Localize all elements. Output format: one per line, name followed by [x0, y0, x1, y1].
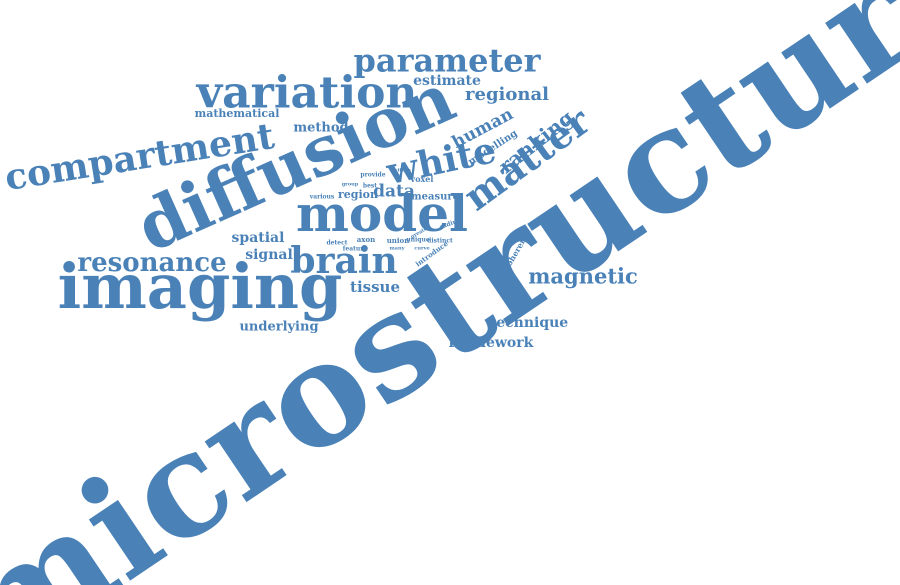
word-magnetic: magnetic	[528, 264, 638, 289]
word-best: best	[363, 183, 377, 190]
word-union: union	[387, 236, 410, 245]
word-technique: technique	[490, 315, 569, 331]
word-unique: unique	[406, 237, 430, 244]
word-provide: provide	[360, 172, 385, 179]
word-various: various	[309, 194, 335, 201]
word-voxel: voxel	[410, 174, 434, 184]
word-underlying: underlying	[239, 320, 318, 335]
word-curve: curve	[414, 246, 429, 252]
word-axon: axon	[357, 235, 375, 244]
word-parameter: parameter	[354, 42, 542, 80]
word-estimate: estimate	[413, 73, 481, 89]
word-mathematical: mathematical	[195, 107, 280, 120]
word-many: many	[389, 246, 405, 252]
word-brain: brain	[290, 240, 397, 282]
word-model: model	[296, 184, 468, 243]
word-spatial: spatial	[232, 230, 285, 246]
word-framework: framework	[449, 335, 534, 351]
word-measure: measure	[411, 192, 459, 203]
word-within: within	[392, 168, 411, 174]
word-region: region	[338, 188, 378, 201]
word-signal: signal	[245, 247, 293, 263]
word-distinct: distinct	[427, 238, 453, 245]
word-data: data	[373, 182, 415, 202]
word-method: method	[293, 121, 348, 136]
word-tissue: tissue	[350, 278, 400, 296]
word-feature: feature	[343, 246, 368, 253]
word-resonance: resonance	[77, 248, 226, 278]
word-regional: regional	[465, 84, 549, 105]
word-imaging: imaging	[58, 250, 343, 323]
word-variation: variation	[196, 68, 418, 119]
word-group: group	[342, 182, 359, 188]
word-detect: detect	[326, 240, 347, 247]
